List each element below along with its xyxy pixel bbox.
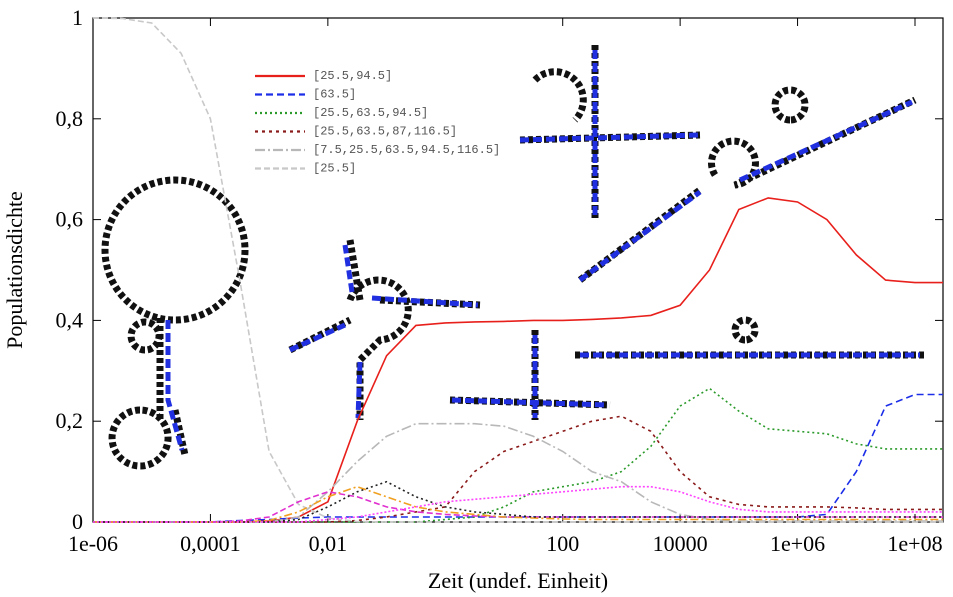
- x-tick-label: 1e+08: [887, 531, 942, 556]
- legend-label: [25.5,94.5]: [313, 69, 392, 83]
- x-tick-label: 1e-06: [68, 531, 118, 556]
- legend-label: [25.5]: [313, 162, 356, 176]
- x-tick-label: 0,01: [309, 531, 348, 556]
- series-line: [93, 395, 943, 523]
- y-tick-label: 0,8: [56, 106, 84, 131]
- rna-stem: [520, 45, 700, 220]
- x-tick-label: 0,0001: [180, 531, 241, 556]
- rna-stem: [290, 240, 480, 420]
- y-axis-label: Populationsdichte: [2, 191, 27, 349]
- series-line: [93, 388, 943, 522]
- x-tick-label: 10000: [653, 531, 708, 556]
- rna-helix: [290, 245, 478, 418]
- y-tick-label: 0,6: [56, 207, 84, 232]
- rna-stem: [575, 320, 925, 355]
- rna-stem: [580, 90, 915, 280]
- series-line: [93, 482, 943, 522]
- y-tick-label: 0,4: [56, 307, 84, 332]
- rna-stem: [112, 318, 185, 466]
- legend-label: [25.5,63.5,87,116.5]: [313, 125, 457, 139]
- y-tick-label: 0,2: [56, 408, 84, 433]
- x-tick-label: 100: [546, 531, 579, 556]
- series-line: [93, 416, 943, 522]
- legend-label: [7.5,25.5,63.5,94.5,116.5]: [313, 143, 500, 157]
- chart: Zeit (undef. Einheit) Populationsdichte …: [0, 0, 953, 597]
- x-axis-label: Zeit (undef. Einheit): [428, 568, 608, 593]
- rna-structures: [105, 45, 925, 466]
- series-line: [93, 198, 943, 522]
- legend-label: [63.5]: [313, 88, 356, 102]
- rna-loop: [105, 180, 245, 320]
- legend-label: [25.5,63.5,94.5]: [313, 106, 428, 120]
- x-tick-label: 1e+06: [770, 531, 825, 556]
- rna-helix: [580, 102, 912, 280]
- y-tick-label: 1: [72, 5, 83, 30]
